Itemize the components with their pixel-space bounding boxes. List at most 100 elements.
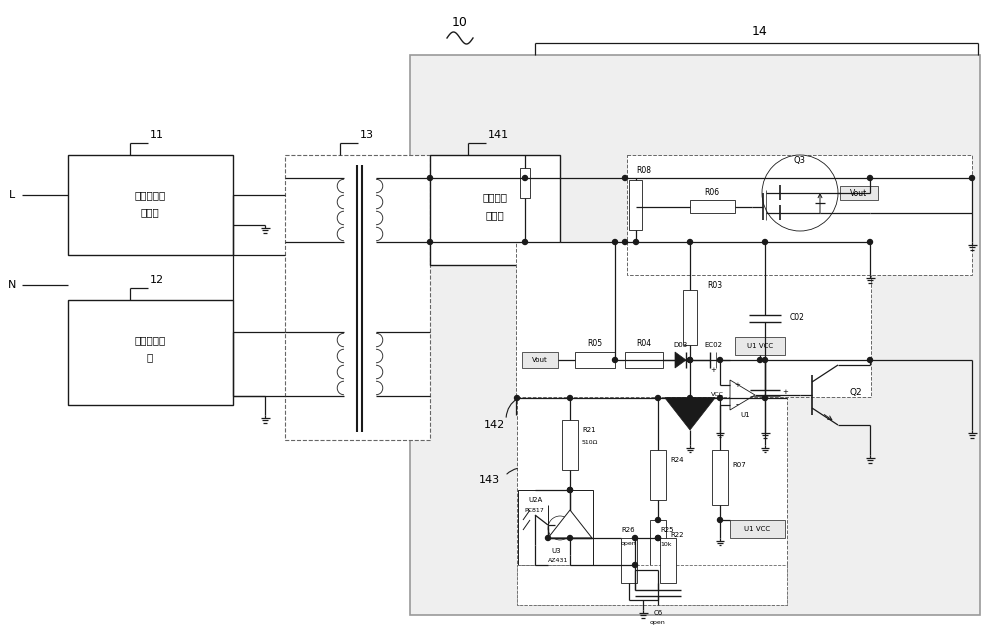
- Text: R05: R05: [587, 339, 603, 348]
- Text: 13: 13: [360, 130, 374, 140]
- Bar: [430, 155, 560, 265]
- Polygon shape: [548, 510, 592, 538]
- Text: R06: R06: [704, 188, 720, 197]
- Text: open: open: [650, 620, 666, 625]
- Circle shape: [568, 488, 572, 493]
- Circle shape: [622, 175, 628, 180]
- Text: U1: U1: [740, 412, 750, 418]
- Text: Q3: Q3: [794, 156, 806, 165]
- Text: 波电路: 波电路: [141, 207, 159, 217]
- Text: 14: 14: [752, 25, 768, 38]
- Text: R08: R08: [636, 166, 651, 175]
- Text: C6: C6: [653, 610, 663, 616]
- Text: R04: R04: [636, 339, 652, 348]
- Circle shape: [622, 240, 628, 245]
- Circle shape: [548, 516, 572, 540]
- Text: U1 VCC: U1 VCC: [744, 526, 770, 532]
- Text: 142: 142: [484, 420, 505, 430]
- Bar: [629, 180, 642, 230]
- Text: Q2: Q2: [850, 389, 863, 398]
- Polygon shape: [730, 380, 755, 410]
- Polygon shape: [665, 398, 715, 430]
- Bar: [712, 450, 728, 505]
- Circle shape: [634, 240, 639, 245]
- Circle shape: [656, 518, 660, 523]
- Circle shape: [970, 175, 974, 180]
- Text: PC817: PC817: [524, 508, 544, 513]
- Text: Vout: Vout: [532, 357, 548, 363]
- Text: +: +: [710, 367, 716, 373]
- Text: R26: R26: [621, 527, 635, 533]
- Text: 10k: 10k: [660, 543, 672, 548]
- Text: U2A: U2A: [528, 497, 542, 503]
- Circle shape: [656, 535, 660, 540]
- Circle shape: [546, 535, 550, 540]
- Circle shape: [568, 396, 572, 401]
- Bar: [516, 242, 871, 397]
- Circle shape: [763, 357, 768, 362]
- Circle shape: [568, 535, 572, 540]
- Bar: [522, 352, 558, 368]
- Circle shape: [656, 396, 660, 401]
- Text: L: L: [9, 190, 15, 200]
- Text: N: N: [8, 280, 16, 290]
- Bar: [410, 55, 980, 615]
- Text: 滤波整流: 滤波整流: [482, 192, 508, 202]
- Circle shape: [868, 175, 872, 180]
- Bar: [517, 565, 787, 605]
- Text: 10: 10: [452, 16, 468, 29]
- Text: U3: U3: [551, 548, 561, 554]
- Circle shape: [758, 357, 763, 362]
- Circle shape: [868, 357, 872, 362]
- Circle shape: [718, 518, 722, 523]
- Circle shape: [718, 357, 722, 362]
- Circle shape: [762, 155, 838, 231]
- Bar: [285, 155, 430, 440]
- Text: 电源管理电: 电源管理电: [134, 335, 166, 345]
- Text: +: +: [734, 382, 740, 388]
- Bar: [518, 490, 593, 565]
- Bar: [650, 450, 666, 500]
- Circle shape: [718, 396, 722, 401]
- Text: -: -: [736, 401, 738, 409]
- Circle shape: [612, 357, 618, 362]
- Circle shape: [428, 175, 432, 180]
- Circle shape: [568, 488, 572, 493]
- Text: AZ431: AZ431: [548, 558, 568, 563]
- Circle shape: [868, 240, 872, 245]
- Text: 141: 141: [488, 130, 509, 140]
- Text: EC02: EC02: [704, 342, 722, 348]
- Bar: [621, 538, 637, 583]
- Bar: [683, 290, 697, 345]
- Bar: [660, 538, 676, 583]
- Circle shape: [688, 396, 692, 401]
- Bar: [840, 186, 878, 200]
- Bar: [68, 300, 233, 405]
- Circle shape: [633, 563, 638, 568]
- Polygon shape: [675, 352, 686, 368]
- Bar: [520, 168, 530, 198]
- Text: R22: R22: [670, 532, 684, 538]
- Bar: [735, 337, 785, 355]
- Text: 子电路: 子电路: [486, 210, 504, 220]
- Bar: [690, 200, 735, 213]
- Bar: [517, 398, 787, 605]
- Text: VCC: VCC: [711, 393, 724, 398]
- Text: R21: R21: [582, 427, 596, 433]
- Bar: [625, 352, 663, 368]
- Circle shape: [612, 240, 618, 245]
- Text: C02: C02: [790, 314, 805, 322]
- Bar: [627, 155, 972, 275]
- Text: 143: 143: [479, 475, 500, 485]
- Bar: [575, 352, 615, 368]
- Circle shape: [514, 396, 520, 401]
- Circle shape: [633, 535, 638, 540]
- Text: U1 VCC: U1 VCC: [747, 343, 773, 349]
- Circle shape: [522, 240, 528, 245]
- Text: R25: R25: [660, 527, 674, 533]
- Text: 12: 12: [150, 275, 164, 285]
- Text: +: +: [782, 389, 788, 395]
- Text: open: open: [621, 540, 637, 545]
- Text: 路: 路: [147, 352, 153, 362]
- Circle shape: [428, 240, 432, 245]
